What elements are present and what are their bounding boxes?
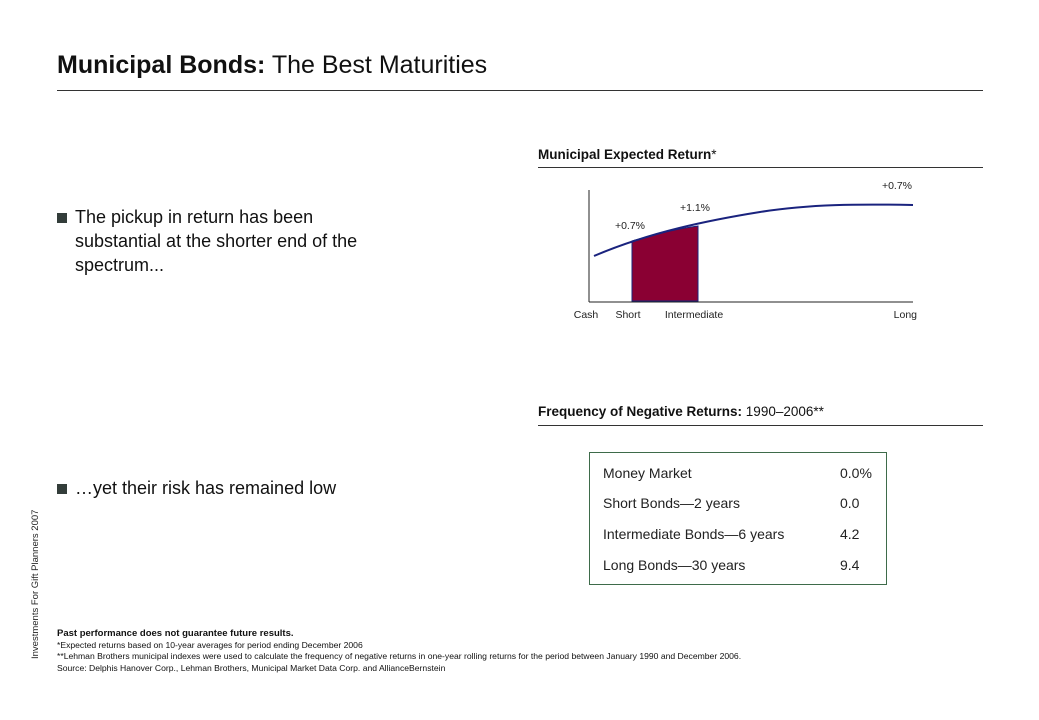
chart-x-tick-label: Cash [574, 309, 599, 321]
row-value: 0.0 [840, 495, 860, 511]
footnote-1: *Expected returns based on 10-year avera… [57, 639, 363, 650]
frequency-section-title: Frequency of Negative Returns: 1990–2006… [538, 404, 824, 419]
return-section-title: Municipal Expected Return* [538, 147, 717, 162]
row-label: Long Bonds—30 years [603, 557, 746, 573]
frequency-title-bold: Frequency of Negative Returns: [538, 404, 743, 419]
page-title-bold: Municipal Bonds: [57, 51, 266, 79]
title-divider [57, 90, 983, 91]
row-value: 0.0% [840, 465, 872, 481]
bullet-point-1: The pickup in return has been substantia… [57, 205, 387, 277]
footnote-source: Source: Delphis Hanover Corp., Lehman Br… [57, 662, 446, 673]
chart-annotation: +1.1% [680, 202, 710, 214]
bullet-square-icon [57, 213, 67, 223]
row-label: Intermediate Bonds—6 years [603, 526, 785, 542]
row-label: Short Bonds—2 years [603, 495, 740, 511]
bullet-point-2: …yet their risk has remained low [57, 476, 417, 500]
frequency-section-divider [538, 425, 983, 426]
chart-x-tick-label: Short [615, 309, 640, 321]
chart-x-tick-label: Long [894, 309, 918, 321]
footnotes: Past performance does not guarantee futu… [57, 628, 741, 674]
footnote-2: **Lehman Brothers municipal indexes were… [57, 651, 742, 661]
side-label: Investments For Gift Planners 2007 [30, 509, 41, 659]
bullet-square-icon [57, 484, 67, 494]
bullet-text-1: The pickup in return has been substantia… [75, 207, 358, 275]
frequency-title-rest: 1990–2006** [742, 404, 824, 419]
row-value: 4.2 [840, 526, 860, 542]
chart-highlight-area [631, 225, 699, 302]
chart-x-tick-label: Intermediate [665, 309, 724, 321]
expected-return-chart: +0.7% +1.1% +0.7% Cash Short Intermediat… [574, 180, 918, 321]
chart-annotation: +0.7% [615, 220, 645, 232]
row-label: Money Market [603, 465, 692, 481]
chart-annotation: +0.7% [882, 180, 912, 192]
chart-return-curve [593, 203, 914, 257]
disclaimer: Past performance does not guarantee futu… [57, 628, 294, 639]
return-title-suffix: * [711, 147, 717, 162]
return-section-divider [538, 167, 983, 168]
row-value: 9.4 [840, 557, 860, 573]
bullet-text-2: …yet their risk has remained low [75, 478, 337, 498]
return-title-text: Municipal Expected Return [538, 147, 712, 162]
frequency-table: Money Market 0.0% Short Bonds—2 years 0.… [589, 452, 887, 585]
page-title-rest: The Best Maturities [265, 51, 488, 79]
page-title: Municipal Bonds: The Best Maturities [57, 51, 487, 80]
